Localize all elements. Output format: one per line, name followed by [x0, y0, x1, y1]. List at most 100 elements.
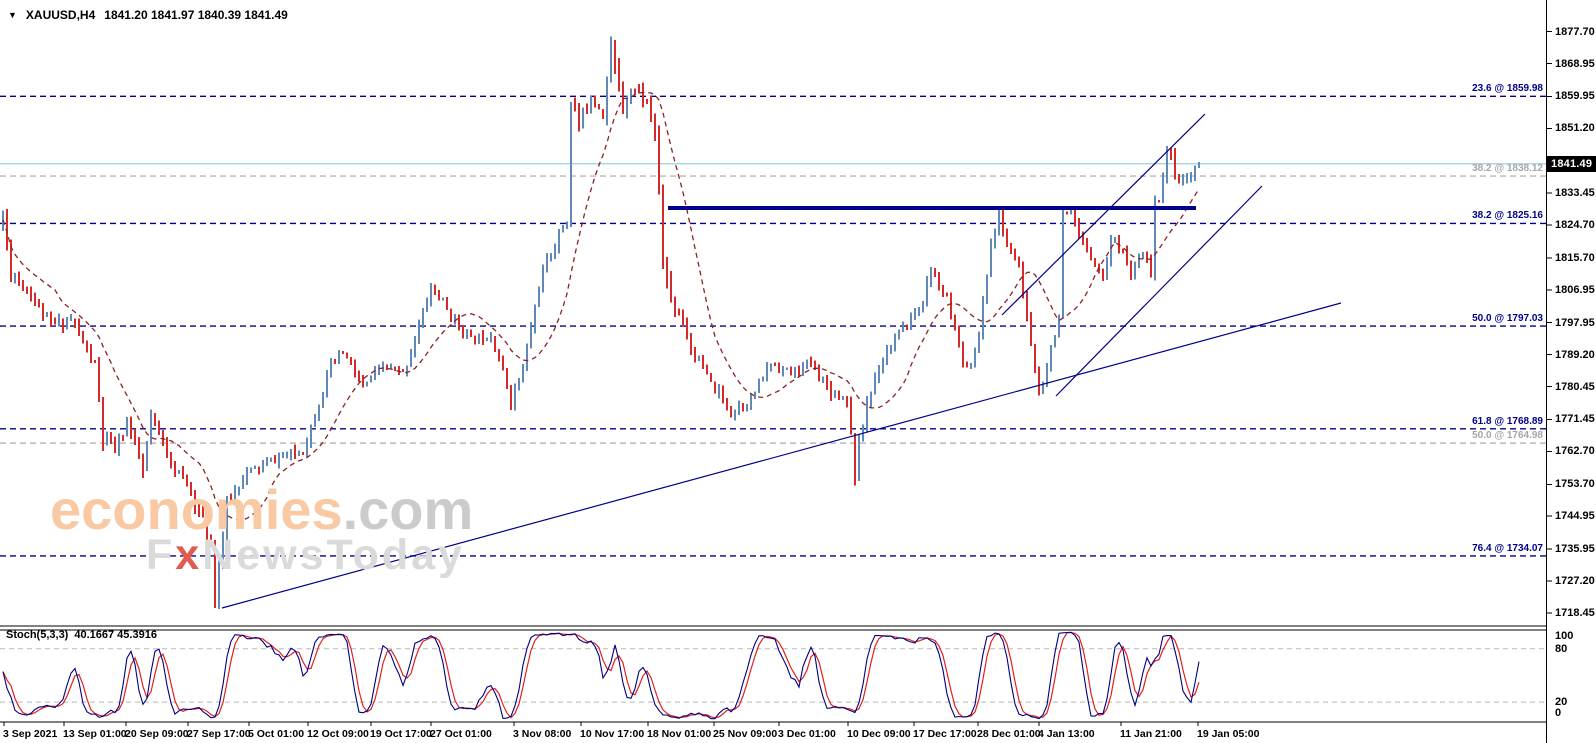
price-bar — [1114, 237, 1116, 244]
price-bar — [62, 318, 64, 334]
price-bar — [1058, 314, 1060, 338]
price-bar — [490, 331, 492, 343]
date-axis-label[interactable]: 10 Dec 09:00 — [847, 728, 911, 740]
price-bar — [70, 314, 72, 321]
price-bar — [234, 485, 236, 502]
price-bar — [674, 296, 676, 317]
price-bar — [966, 361, 968, 368]
date-axis-label[interactable]: 28 Dec 01:00 — [977, 728, 1041, 740]
price-bar — [706, 364, 708, 375]
trendline[interactable] — [221, 302, 1342, 609]
date-axis-label[interactable]: 3 Nov 08:00 — [513, 728, 572, 740]
price-bar — [1006, 228, 1008, 247]
price-bar — [358, 370, 360, 382]
date-axis-label[interactable]: 4 Jan 13:00 — [1038, 728, 1095, 740]
price-bar — [434, 284, 436, 296]
price-axis-label: 1762.70 — [1555, 445, 1595, 458]
date-axis-label[interactable]: 19 Jan 05:00 — [1197, 728, 1260, 740]
price-bar — [382, 361, 384, 373]
price-bar — [1146, 251, 1148, 263]
price-bar — [346, 352, 348, 359]
price-bar — [454, 313, 456, 325]
price-bar — [666, 257, 668, 289]
fibonacci-level-label: 23.6 @ 1859.98 — [1472, 83, 1543, 95]
price-bar — [1034, 344, 1036, 374]
price-axis-label: 1868.95 — [1555, 57, 1595, 70]
price-bar — [22, 280, 24, 291]
price-bar — [938, 271, 940, 291]
price-bar — [302, 451, 304, 455]
date-axis-label[interactable]: 19 Oct 17:00 — [370, 728, 432, 740]
date-axis-label[interactable]: 10 Nov 17:00 — [580, 728, 645, 740]
price-bar — [750, 393, 752, 410]
trendline[interactable] — [1055, 185, 1263, 397]
price-bar — [874, 372, 876, 395]
price-bar — [290, 448, 292, 461]
date-axis-label[interactable]: 3 Sep 2021 — [3, 728, 58, 740]
price-bar — [406, 365, 408, 377]
stochastic-axis-label: 0 — [1555, 707, 1562, 719]
price-bar — [202, 503, 204, 518]
price-bar — [602, 109, 604, 120]
date-axis-label[interactable]: 17 Dec 17:00 — [913, 728, 977, 740]
price-bar — [866, 396, 868, 433]
price-bar — [722, 385, 724, 404]
price-bar — [902, 321, 904, 332]
price-bar — [154, 413, 156, 427]
date-axis-label[interactable]: 20 Sep 09:00 — [125, 728, 189, 740]
price-bar — [330, 358, 332, 378]
date-axis-label[interactable]: 11 Jan 21:00 — [1120, 728, 1182, 740]
ohlc-values: 1841.20 1841.97 1840.39 1841.49 — [104, 8, 288, 22]
price-bar — [118, 433, 120, 456]
price-bar — [1170, 147, 1172, 161]
date-axis-label[interactable]: 27 Sep 17:00 — [187, 728, 251, 740]
watermark-tagline-f: F — [146, 531, 176, 579]
price-bar — [734, 409, 736, 421]
date-axis-label[interactable]: 12 Oct 09:00 — [307, 728, 369, 740]
price-bar — [38, 298, 40, 308]
symbol-dropdown-icon[interactable]: ▼ — [8, 9, 17, 20]
price-axis-label: 1771.45 — [1555, 413, 1595, 426]
price-bar — [834, 390, 836, 398]
price-bar — [738, 400, 740, 415]
date-axis-label[interactable]: 3 Dec 01:00 — [778, 728, 836, 740]
price-bar — [1030, 312, 1032, 346]
date-axis-label[interactable]: 18 Nov 01:00 — [647, 728, 712, 740]
price-bar — [306, 437, 308, 458]
price-bar — [570, 101, 572, 227]
price-bar — [1130, 260, 1132, 280]
price-bar — [782, 366, 784, 377]
price-bar — [566, 221, 568, 230]
price-bar — [54, 317, 56, 325]
price-bar — [494, 336, 496, 352]
price-bar — [1026, 291, 1028, 322]
price-bar — [614, 40, 616, 75]
date-axis-label[interactable]: 13 Sep 01:00 — [63, 728, 127, 740]
price-bar — [914, 308, 916, 321]
price-bar — [598, 104, 600, 110]
price-bar — [786, 367, 788, 371]
date-axis-label[interactable]: 25 Nov 09:00 — [713, 728, 778, 740]
price-bar — [1046, 363, 1048, 387]
price-bar — [890, 345, 892, 355]
price-axis-label: 1806.95 — [1555, 283, 1595, 296]
price-bar — [646, 99, 648, 104]
watermark-tagline-rest: NewsToday — [202, 531, 465, 579]
price-bar — [950, 292, 952, 320]
price-bar — [298, 450, 300, 456]
price-bar — [858, 434, 860, 481]
price-bar — [322, 392, 324, 409]
trendline[interactable] — [1001, 113, 1206, 316]
price-bar — [1042, 381, 1044, 395]
price-bar — [326, 370, 328, 398]
date-axis-label[interactable]: 5 Oct 01:00 — [248, 728, 305, 740]
date-axis-label[interactable]: 27 Oct 01:00 — [430, 728, 492, 740]
price-bar — [374, 365, 376, 380]
price-bar — [262, 459, 264, 473]
price-bar — [278, 452, 280, 469]
price-bar — [702, 355, 704, 369]
price-bar — [774, 362, 776, 367]
price-bar — [366, 381, 368, 387]
fibonacci-level-label: 50.0 @ 1797.03 — [1472, 313, 1543, 325]
